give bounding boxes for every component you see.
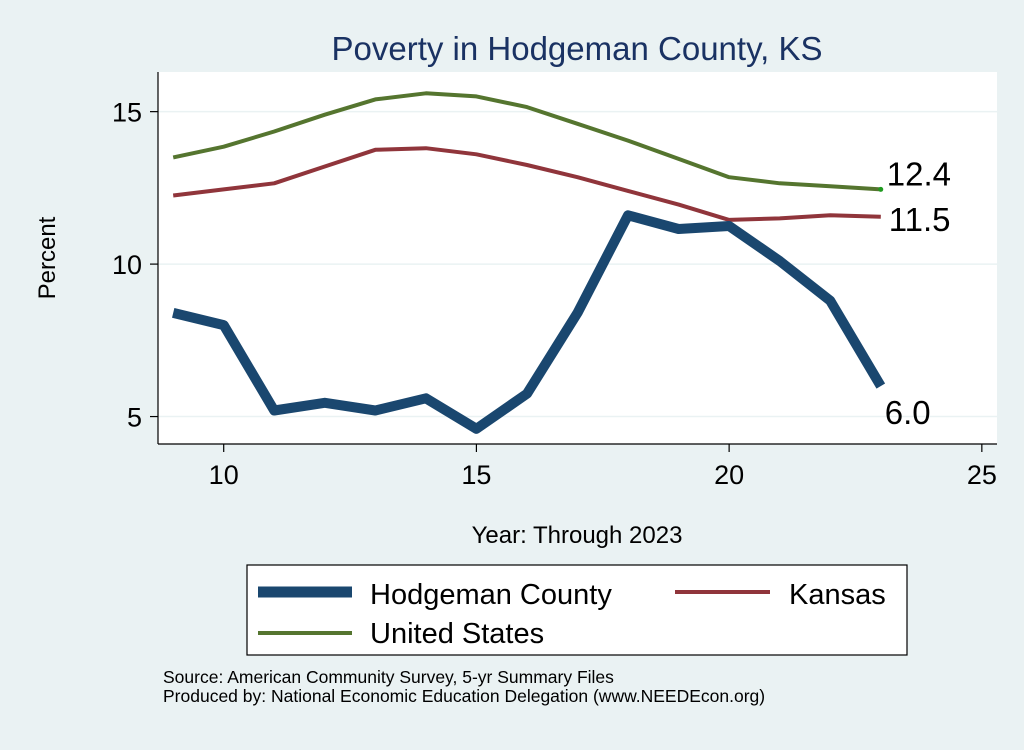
legend-label-hodgeman: Hodgeman County [370, 579, 612, 611]
y-axis-label: Percent [34, 216, 61, 299]
end-labels: 6.0 11.5 12.4 [878, 155, 951, 431]
axis-ticks: 5 10 15 10 15 20 25 [112, 98, 997, 490]
series-line-united-states [172, 91, 881, 192]
end-label-kansas: 11.5 [889, 201, 951, 238]
legend-label-kansas: Kansas [789, 579, 886, 611]
producer-line: Produced by: National Economic Education… [163, 686, 766, 706]
series-line-kansas [172, 146, 881, 222]
source-note: Source: American Community Survey, 5-yr … [163, 668, 765, 706]
series-lines [172, 91, 886, 434]
end-marker-united-states [878, 186, 884, 192]
legend: Hodgeman County Kansas United States [246, 564, 908, 656]
y-tick-label: 10 [112, 250, 142, 280]
x-tick-label: 25 [967, 460, 997, 490]
chart-title: Poverty in Hodgeman County, KS [332, 30, 823, 67]
source-line: Source: American Community Survey, 5-yr … [163, 667, 614, 687]
gridlines [158, 110, 997, 418]
legend-label-us: United States [370, 618, 544, 650]
y-tick-label: 5 [127, 403, 142, 433]
y-tick-label: 15 [112, 98, 142, 128]
x-tick-label: 15 [461, 460, 491, 490]
x-axis-label: Year: Through 2023 [472, 522, 683, 549]
legend-box [246, 564, 908, 656]
x-tick-label: 10 [209, 460, 239, 490]
plot-area [158, 72, 997, 444]
x-tick-label: 20 [714, 460, 744, 490]
series-line-hodgeman-county [172, 210, 886, 434]
end-label-hodgeman-county: 6.0 [885, 394, 931, 431]
end-label-united-states: 12.4 [887, 155, 951, 192]
